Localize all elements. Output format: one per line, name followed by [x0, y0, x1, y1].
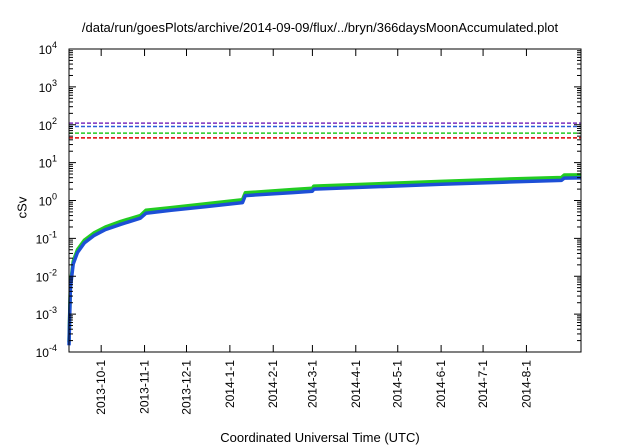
x-tick-label: 2014-6-1	[434, 360, 448, 408]
y-tick-label: 10-1	[36, 229, 57, 246]
chart-title: /data/run/goesPlots/archive/2014-09-09/f…	[81, 20, 559, 35]
data-series-line	[67, 176, 582, 346]
x-tick-label: 2014-8-1	[519, 360, 533, 408]
plot-frame	[68, 48, 582, 353]
x-tick-label: 2014-1-1	[223, 360, 237, 408]
y-tick-label: 10-4	[36, 343, 57, 360]
x-tick-label: 2014-5-1	[391, 360, 405, 408]
x-tick-label: 2013-11-1	[138, 360, 152, 414]
x-tick-label: 2013-10-1	[94, 360, 108, 415]
y-tick-label: 10-3	[36, 305, 57, 322]
y-tick-label: 102	[39, 116, 57, 133]
x-tick-label: 2014-7-1	[476, 360, 490, 408]
y-tick-label: 103	[39, 78, 57, 95]
x-tick-label: 2014-4-1	[349, 360, 363, 408]
x-tick-label: 2014-2-1	[266, 360, 280, 408]
x-tick-label: 2014-3-1	[305, 360, 319, 408]
y-tick-label: 104	[39, 40, 57, 57]
x-axis-label: Coordinated Universal Time (UTC)	[220, 430, 420, 445]
x-tick-label: 2013-12-1	[180, 360, 194, 415]
y-tick-label: 10-2	[36, 267, 57, 284]
y-tick-label: 100	[39, 192, 57, 209]
y-tick-label: 101	[39, 154, 57, 171]
data-series-line	[67, 173, 582, 343]
